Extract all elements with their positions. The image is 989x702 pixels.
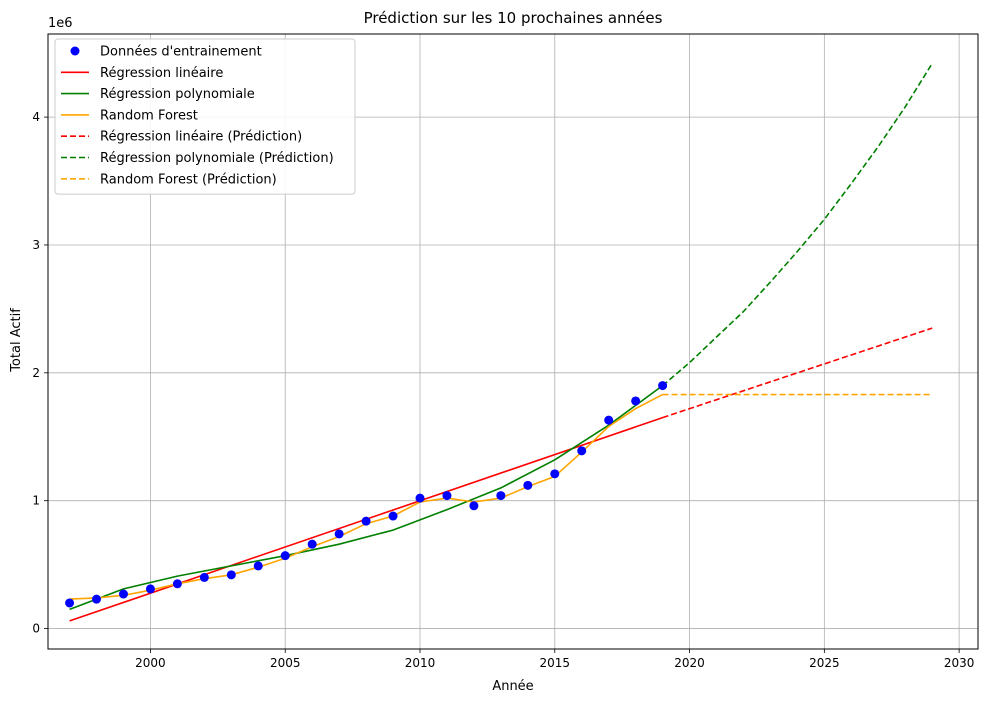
training-point [172, 579, 182, 589]
training-point [415, 493, 425, 503]
training-point [118, 589, 128, 599]
training-point [280, 551, 290, 561]
x-tick-label: 2005 [270, 656, 301, 670]
plot-frame [47, 33, 979, 650]
series-line-1 [69, 384, 664, 611]
legend-box [54, 38, 356, 195]
training-point [523, 480, 533, 490]
x-tick-label: 2030 [944, 656, 975, 670]
legend-marker [70, 46, 80, 56]
training-point [65, 598, 75, 608]
legend-label: Régression polynomiale (Prédiction) [100, 151, 334, 166]
training-point [658, 381, 668, 391]
training-point [253, 561, 263, 571]
legend-label: Régression linéaire [100, 66, 223, 81]
x-axis-label: Année [492, 679, 533, 694]
y-tick-label: 3 [32, 238, 40, 252]
training-point [496, 491, 506, 501]
training-point [388, 511, 398, 521]
series-line-2 [69, 393, 663, 600]
y-tick-label: 2 [32, 366, 40, 380]
legend-label: Régression polynomiale [100, 87, 255, 102]
training-point [92, 594, 102, 604]
training-point [577, 446, 587, 456]
training-point [631, 396, 641, 406]
training-points [65, 381, 668, 608]
x-tick-label: 2010 [405, 656, 436, 670]
legend-label: Données d'entrainement [100, 45, 262, 60]
x-tick-label: 2015 [540, 656, 571, 670]
y-tick-label: 0 [32, 622, 40, 636]
y-tick-label: 1 [32, 494, 40, 508]
training-point [199, 572, 209, 582]
training-point [442, 491, 452, 501]
chart-title: Prédiction sur les 10 prochaines années [364, 9, 663, 27]
legend-label: Régression linéaire (Prédiction) [100, 130, 302, 145]
training-point [361, 516, 371, 526]
legend-label: Random Forest (Prédiction) [100, 172, 277, 187]
training-point [145, 584, 155, 594]
y-tick-label: 4 [32, 110, 40, 124]
legend: Données d'entrainement Régression linéair… [54, 38, 356, 195]
x-tick-label: 2025 [809, 656, 840, 670]
training-point [550, 469, 560, 479]
training-point [334, 529, 344, 539]
training-point [307, 539, 317, 549]
axis-ticks: 2000 2005 2010 2015 2020 2025 2030 0 1 2 3 4 [32, 110, 974, 670]
series-line-4 [662, 62, 933, 387]
training-point [604, 415, 614, 425]
x-tick-label: 2000 [135, 656, 166, 670]
x-tick-label: 2020 [674, 656, 705, 670]
training-point [226, 570, 236, 580]
series-line-3 [662, 327, 933, 419]
y-axis-label: Total Actif [9, 308, 24, 373]
legend-label: Random Forest [100, 108, 198, 123]
training-point [469, 501, 479, 511]
y-offset-label: 1e6 [48, 16, 73, 31]
